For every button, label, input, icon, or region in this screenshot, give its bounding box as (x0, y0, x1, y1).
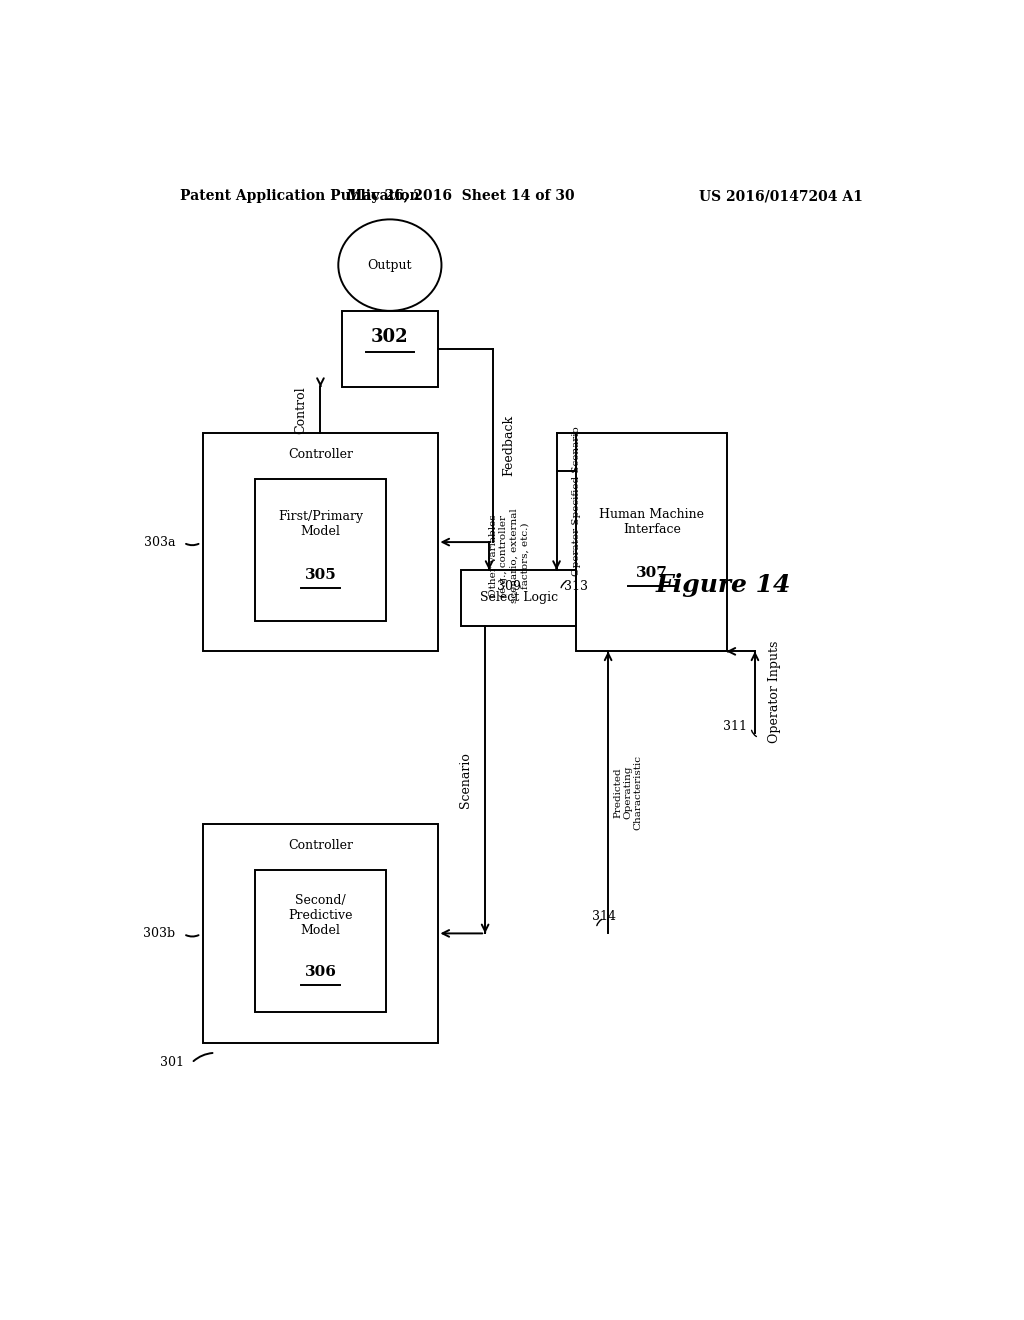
Text: First/Primary
Model: First/Primary Model (278, 511, 364, 539)
Text: Predicted
Operating
Characteristic: Predicted Operating Characteristic (613, 755, 643, 830)
Text: Scenario: Scenario (459, 751, 472, 808)
Text: 305: 305 (304, 568, 336, 582)
Text: 302: 302 (371, 327, 409, 346)
Text: 301: 301 (160, 1056, 183, 1069)
Text: Figure 14: Figure 14 (655, 573, 791, 597)
Text: Controller: Controller (288, 840, 353, 853)
Text: 306: 306 (304, 965, 337, 978)
Text: Select Logic: Select Logic (480, 591, 558, 605)
Text: 307: 307 (636, 565, 668, 579)
Text: Second/
Predictive
Model: Second/ Predictive Model (288, 894, 352, 937)
Text: 303a: 303a (144, 536, 176, 549)
Text: Human Machine
Interface: Human Machine Interface (599, 508, 705, 536)
Text: 313: 313 (564, 581, 589, 593)
Text: May 26, 2016  Sheet 14 of 30: May 26, 2016 Sheet 14 of 30 (347, 189, 575, 203)
Text: Other Variables
(e.g., controller
scenario, external
factors, etc.): Other Variables (e.g., controller scenar… (488, 508, 529, 603)
Text: 314: 314 (592, 911, 616, 923)
Text: Operator Inputs: Operator Inputs (768, 640, 781, 743)
Text: US 2016/0147204 A1: US 2016/0147204 A1 (699, 189, 863, 203)
Text: Control: Control (294, 387, 307, 434)
Text: Output: Output (368, 259, 412, 272)
Text: Controller: Controller (288, 447, 353, 461)
Text: 309: 309 (497, 581, 521, 593)
Text: Feedback: Feedback (503, 414, 515, 477)
Text: Operator Specified Scenario: Operator Specified Scenario (571, 426, 581, 577)
Text: 311: 311 (723, 719, 748, 733)
Text: Patent Application Publication: Patent Application Publication (179, 189, 419, 203)
Text: 303b: 303b (143, 928, 176, 940)
